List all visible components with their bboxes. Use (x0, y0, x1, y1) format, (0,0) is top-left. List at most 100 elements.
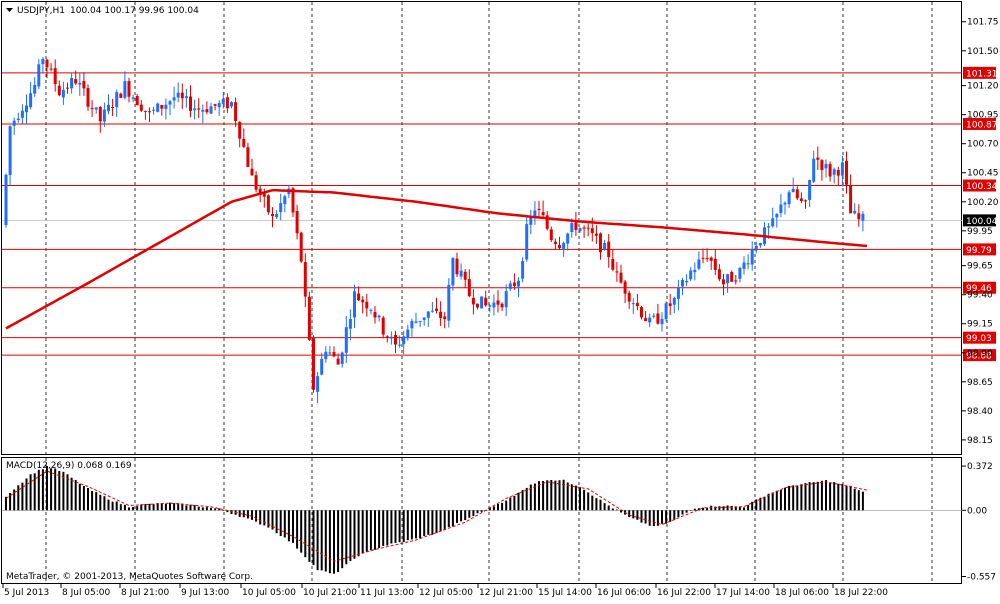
bull-candle (676, 287, 680, 299)
bear-candle (254, 175, 258, 190)
time-tick-label: 15 Jul 14:00 (538, 588, 592, 598)
bear-candle (799, 198, 803, 202)
macd-bar (13, 489, 16, 511)
bull-candle (771, 218, 775, 227)
macd-bar (156, 503, 159, 511)
bull-candle (193, 108, 197, 111)
time-tick-label: 16 Jul 06:00 (597, 588, 651, 598)
price-level-tag (963, 349, 996, 362)
bull-candle (775, 213, 779, 218)
bear-candle (299, 232, 303, 262)
macd-bar (226, 510, 229, 513)
macd-bar (525, 487, 528, 511)
chart-menu-triangle-icon[interactable] (6, 8, 13, 12)
macd-bar (345, 510, 348, 565)
bear-candle (607, 241, 611, 258)
macd-bar (702, 507, 704, 511)
bull-candle (742, 262, 746, 269)
bear-candle (701, 257, 705, 259)
time-tick-label: 17 Jul 14:00 (716, 588, 770, 598)
macd-bar (533, 483, 536, 511)
macd-bar (714, 506, 717, 511)
macd-bar (58, 471, 61, 511)
macd-bar (788, 485, 791, 511)
price-tick-label: 100.45 (967, 169, 999, 179)
bull-candle (377, 315, 381, 318)
bear-candle (549, 229, 553, 241)
macd-bar (759, 497, 762, 511)
bull-candle (414, 321, 418, 323)
price-tick-label: 100.95 (967, 111, 999, 121)
macd-bar (615, 509, 618, 511)
macd-bar (205, 507, 208, 511)
macd-bar (669, 510, 672, 522)
macd-bar (505, 500, 508, 511)
macd-bar (497, 503, 499, 511)
bull-candle (41, 58, 45, 65)
macd-bar (648, 510, 651, 526)
bear-candle (471, 297, 475, 305)
bull-candle (131, 97, 135, 99)
bear-candle (836, 170, 840, 176)
price-level-label: 100.34 (966, 182, 998, 192)
macd-bar (410, 510, 413, 540)
bear-candle (590, 228, 594, 234)
macd-bar (673, 510, 676, 520)
price-tick-label: 100.20 (967, 198, 999, 208)
macd-signal-line (5, 470, 868, 562)
price-tick-label: 99.15 (967, 320, 993, 330)
macd-bar (747, 505, 750, 511)
bear-candle (586, 227, 590, 229)
bear-candle (127, 81, 131, 97)
macd-bar (804, 483, 807, 511)
macd-bar (251, 510, 253, 520)
macd-tick-label: 0.372 (967, 462, 993, 472)
macd-bar (378, 510, 381, 549)
macd-bar (587, 492, 590, 511)
time-tick-label: 11 Jul 13:00 (360, 588, 414, 598)
bear-candle (373, 311, 377, 318)
bull-candle (348, 319, 352, 329)
bull-candle (750, 249, 754, 265)
macd-bar (529, 484, 532, 511)
bear-candle (312, 338, 315, 390)
bear-candle (303, 262, 307, 297)
bull-candle (578, 228, 582, 232)
bull-candle (422, 317, 426, 320)
bull-candle (480, 296, 484, 309)
macd-bar (808, 482, 811, 511)
macd-bar (853, 488, 856, 511)
bull-candle (324, 351, 328, 360)
bear-candle (332, 352, 336, 357)
macd-bar (755, 499, 758, 511)
bull-candle (176, 92, 180, 98)
macd-bar (9, 492, 12, 511)
candles (4, 57, 865, 404)
macd-bar (177, 503, 180, 511)
time-tick-label: 18 Jul 06:00 (775, 588, 829, 598)
bull-candle (824, 163, 828, 169)
price-level-tag (963, 66, 996, 79)
macd-bar (181, 503, 184, 511)
macd-bar (816, 481, 819, 511)
macd-bar (337, 510, 340, 573)
macd-bar (607, 505, 610, 511)
macd-bar (78, 483, 81, 511)
macd-bar (775, 490, 778, 511)
macd-bar (837, 483, 840, 511)
macd-bar (579, 487, 581, 511)
macd-bar (144, 503, 147, 511)
macd-bar (734, 506, 737, 511)
bull-candle (492, 302, 496, 308)
bear-candle (644, 317, 648, 322)
bear-candle (291, 188, 295, 213)
macd-bar (25, 478, 28, 511)
macd-bar (632, 510, 635, 519)
macd-bar (476, 510, 479, 514)
macd-bar (636, 510, 639, 520)
macd-bar (460, 510, 463, 522)
macd-bar (17, 485, 20, 511)
bull-candle (681, 280, 684, 287)
